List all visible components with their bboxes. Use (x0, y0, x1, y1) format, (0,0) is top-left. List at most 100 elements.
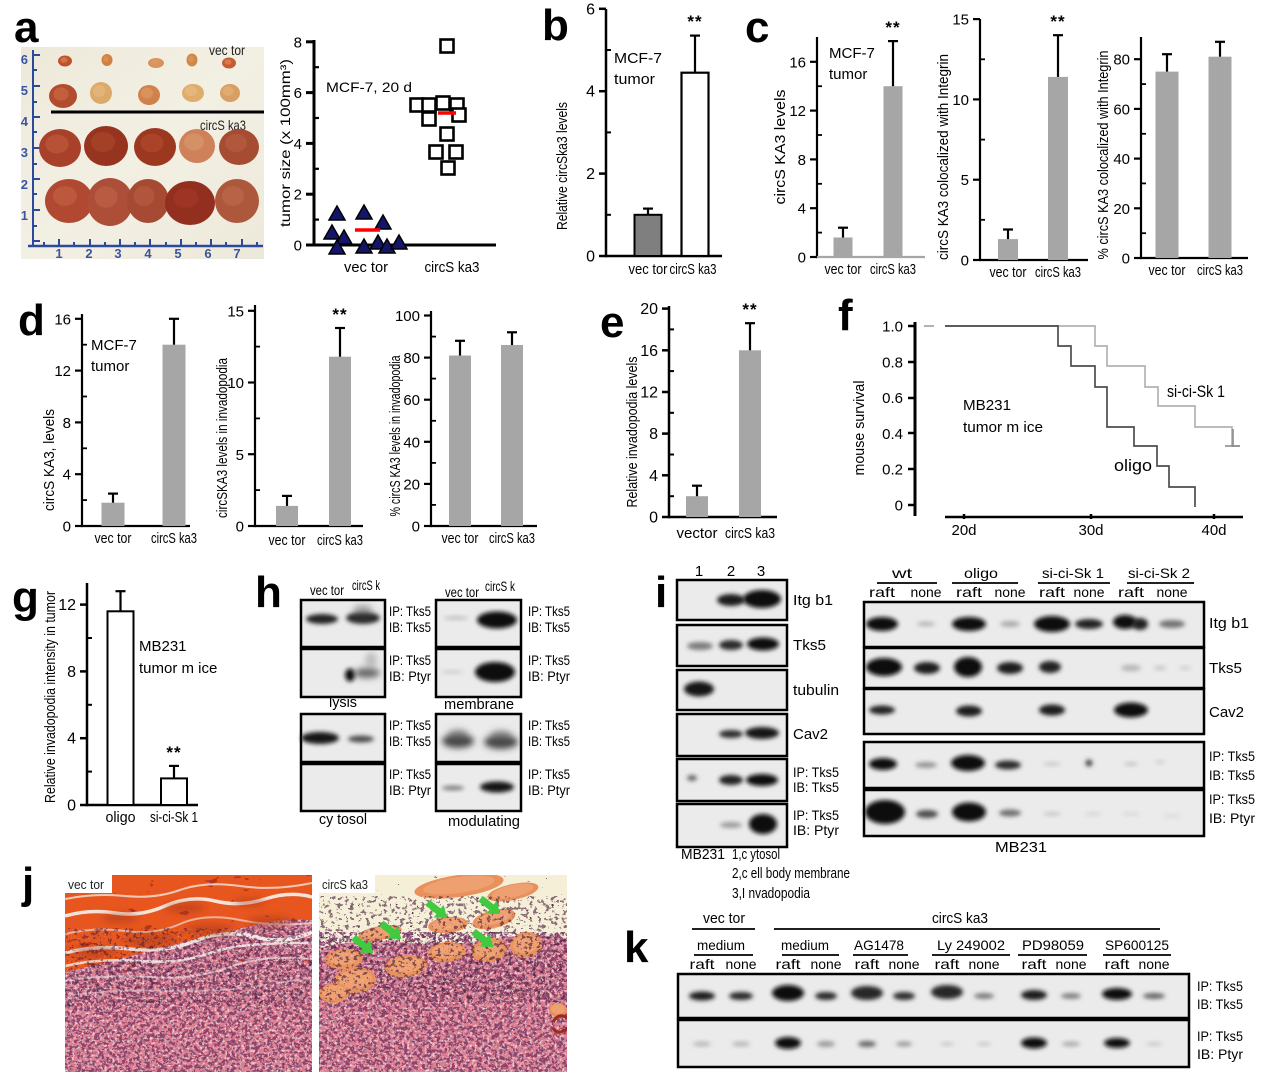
svg-text:circS ka3: circS ka3 (322, 877, 368, 892)
svg-text:tumor: tumor (614, 71, 655, 88)
svg-text:oligo: oligo (964, 565, 998, 581)
svg-text:40d: 40d (1201, 522, 1226, 539)
svg-text:raft: raft (1118, 584, 1144, 600)
svg-text:circS ka3: circS ka3 (725, 525, 775, 542)
svg-text:IP: Tks5: IP: Tks5 (528, 767, 570, 782)
svg-text:100: 100 (395, 308, 420, 325)
svg-text:Cav2: Cav2 (1209, 704, 1244, 721)
svg-text:4: 4 (21, 114, 29, 129)
svg-text:circS k: circS k (485, 578, 516, 594)
svg-text:modulating: modulating (448, 813, 520, 830)
svg-text:circS ka3: circS ka3 (489, 530, 535, 547)
svg-text:5: 5 (21, 83, 28, 98)
svg-text:circS ka3: circS ka3 (932, 910, 988, 927)
svg-text:6: 6 (586, 1, 595, 18)
svg-text:20: 20 (1113, 201, 1130, 218)
svg-text:j: j (21, 859, 34, 908)
svg-text:h: h (255, 568, 282, 617)
svg-text:16: 16 (789, 54, 806, 71)
svg-text:IB: Tks5: IB: Tks5 (528, 734, 570, 749)
svg-text:vec tor: vec tor (703, 910, 745, 927)
svg-text:circSKA3 levels in invadopodi: circSKA3 levels in invadopodia (214, 357, 231, 518)
svg-text:0: 0 (236, 519, 244, 536)
svg-text:0.8: 0.8 (882, 354, 903, 371)
svg-text:12: 12 (58, 597, 76, 614)
svg-text:circS ka3: circS ka3 (670, 261, 717, 278)
svg-text:tumor size (x 100mm³): tumor size (x 100mm³) (277, 59, 293, 227)
svg-text:none: none (889, 956, 920, 972)
svg-text:IP: Tks5: IP: Tks5 (389, 604, 431, 619)
svg-text:circS ka3: circS ka3 (200, 117, 246, 133)
svg-text:si-ci-Sk 1: si-ci-Sk 1 (1167, 382, 1225, 401)
svg-text:mouse survival: mouse survival (851, 381, 868, 476)
svg-text:80: 80 (1113, 52, 1130, 69)
svg-text:4: 4 (144, 246, 152, 261)
svg-text:7: 7 (233, 246, 240, 261)
svg-text:a: a (14, 3, 39, 52)
svg-text:IB: Ptyr: IB: Ptyr (389, 783, 431, 798)
svg-text:IB: Ptyr: IB: Ptyr (1209, 810, 1255, 826)
svg-text:AG1478: AG1478 (854, 937, 904, 953)
svg-text:cy tosol: cy tosol (319, 811, 367, 828)
svg-text:none: none (726, 956, 757, 972)
svg-text:2: 2 (727, 563, 735, 580)
svg-text:IB: Ptyr: IB: Ptyr (1197, 1046, 1243, 1062)
svg-text:oligo: oligo (1114, 456, 1152, 475)
svg-text:medium: medium (697, 937, 745, 953)
svg-text:IB: Tks5: IB: Tks5 (793, 779, 839, 795)
svg-text:MCF-7: MCF-7 (829, 45, 875, 62)
svg-text:0.2: 0.2 (882, 462, 903, 479)
svg-text:vec tor: vec tor (445, 584, 479, 600)
svg-text:vec tor: vec tor (310, 582, 344, 598)
svg-text:IP: Tks5: IP: Tks5 (389, 718, 431, 733)
svg-text:circS ka3: circS ka3 (1035, 264, 1081, 281)
svg-text:**: ** (742, 300, 757, 319)
svg-text:vec tor: vec tor (269, 532, 306, 549)
svg-text:IP: Tks5: IP: Tks5 (528, 653, 570, 668)
svg-text:MB231: MB231 (681, 846, 725, 863)
svg-text:6: 6 (204, 246, 211, 261)
svg-text:IP: Tks5: IP: Tks5 (793, 807, 839, 823)
svg-text:40: 40 (1113, 151, 1130, 168)
svg-text:0.6: 0.6 (882, 390, 903, 407)
svg-text:2: 2 (294, 187, 302, 204)
svg-text:IB: Tks5: IB: Tks5 (389, 620, 431, 635)
svg-text:none: none (811, 956, 842, 972)
svg-text:c: c (745, 3, 769, 52)
svg-text:oligo: oligo (106, 809, 136, 826)
svg-text:16: 16 (54, 311, 71, 328)
svg-text:5: 5 (236, 447, 244, 464)
svg-text:IB: Ptyr: IB: Ptyr (528, 783, 570, 798)
svg-text:vec tor: vec tor (209, 42, 245, 58)
svg-text:Relative circSka3 levels: Relative circSka3 levels (554, 102, 571, 230)
svg-text:**: ** (885, 18, 900, 37)
svg-text:circS ka3: circS ka3 (425, 259, 480, 276)
svg-text:0: 0 (63, 519, 71, 536)
svg-text:**: ** (687, 12, 702, 31)
svg-text:10: 10 (227, 375, 244, 392)
svg-text:circS ka3: circS ka3 (151, 530, 197, 547)
svg-text:0: 0 (412, 519, 420, 536)
svg-text:b: b (542, 1, 569, 50)
svg-text:none: none (969, 956, 1000, 972)
svg-text:IP: Tks5: IP: Tks5 (1197, 978, 1243, 994)
svg-text:none: none (1157, 584, 1188, 600)
svg-text:4: 4 (798, 201, 806, 218)
svg-text:IB: Ptyr: IB: Ptyr (528, 669, 570, 684)
svg-text:f: f (838, 291, 853, 340)
svg-text:tumor m ice: tumor m ice (139, 660, 217, 677)
svg-text:0: 0 (649, 510, 658, 527)
svg-text:medium: medium (781, 937, 829, 953)
svg-text:lysis: lysis (329, 694, 357, 711)
svg-text:2,c ell body membrane: 2,c ell body membrane (732, 865, 850, 882)
svg-text:16: 16 (640, 343, 658, 360)
svg-text:2: 2 (85, 246, 92, 261)
svg-text:1,c ytosol: 1,c ytosol (732, 846, 780, 863)
svg-text:vec tor: vec tor (442, 530, 479, 547)
svg-text:0: 0 (895, 498, 903, 515)
svg-text:8: 8 (294, 34, 302, 51)
svg-text:si-ci-Sk 1: si-ci-Sk 1 (1042, 565, 1104, 581)
svg-text:4: 4 (63, 467, 71, 484)
svg-text:% circS KA3 colocalized with: % circS KA3 colocalized with Integrin (1095, 51, 1112, 260)
svg-text:Cav2: Cav2 (793, 726, 828, 743)
